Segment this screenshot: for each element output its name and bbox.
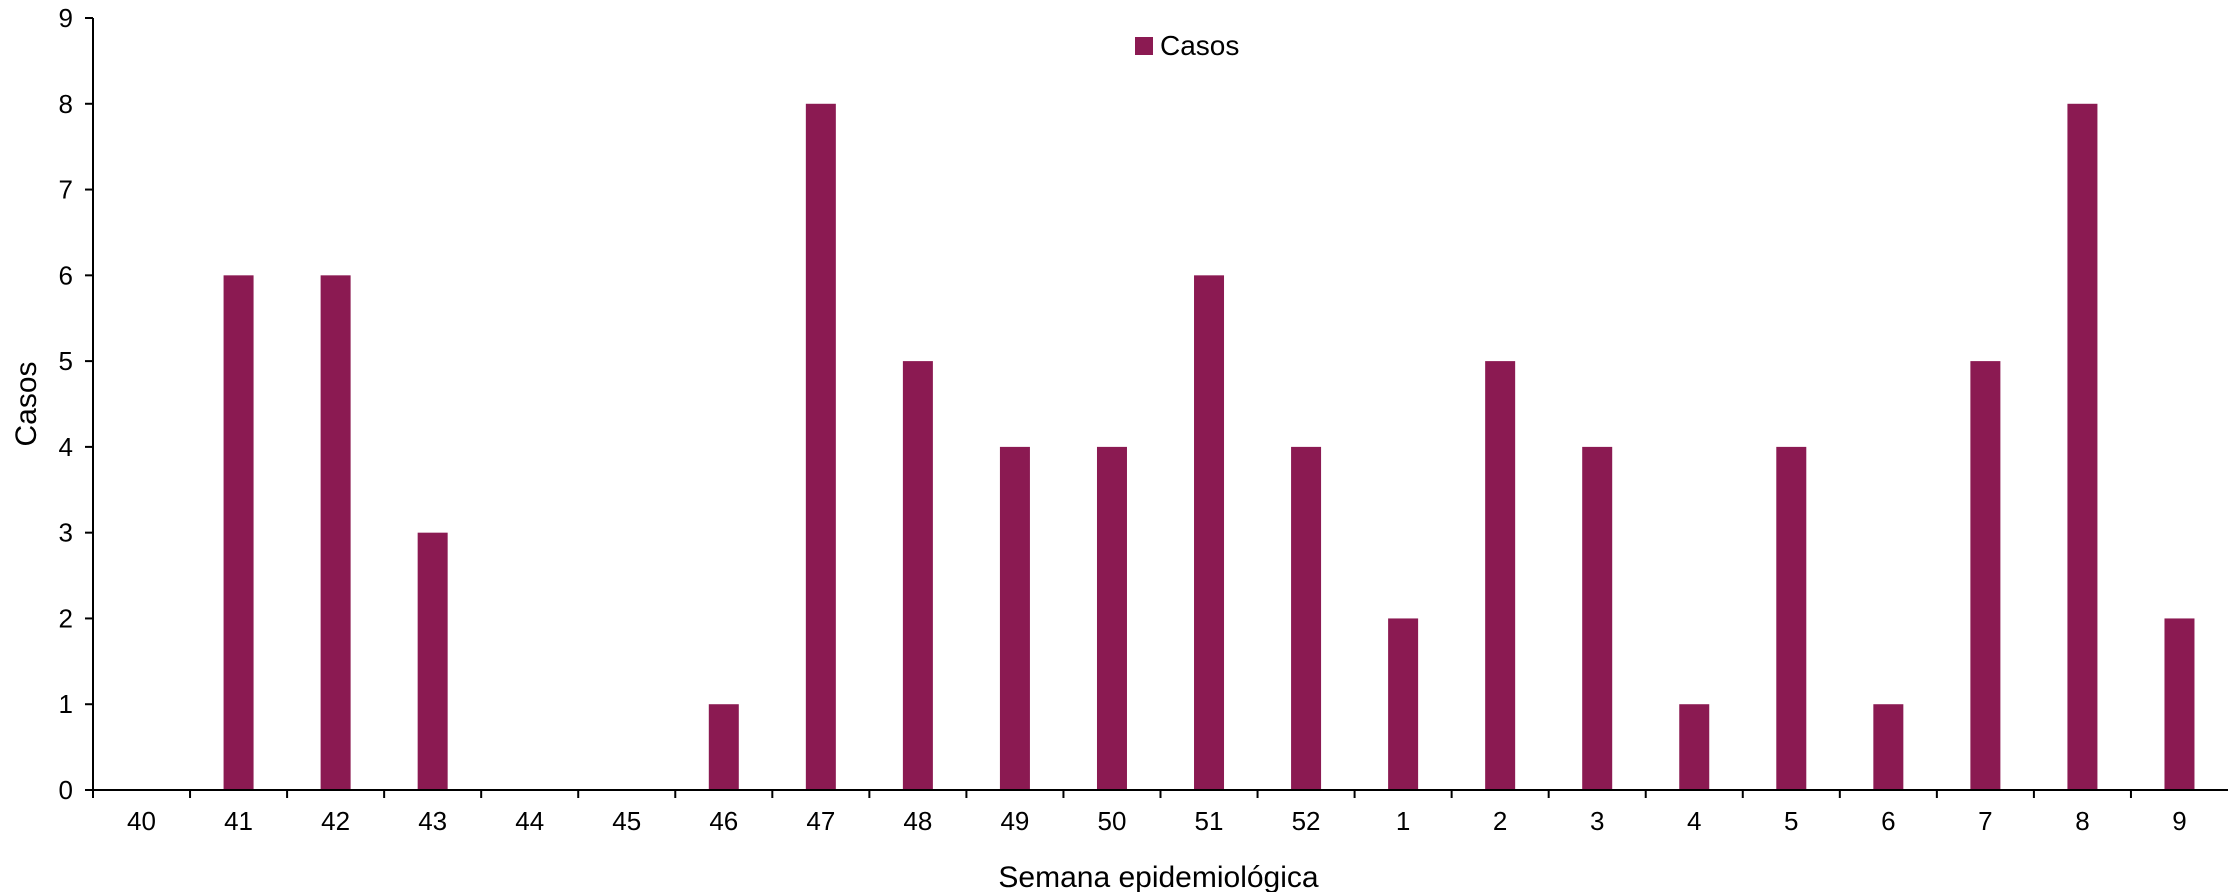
bar-week-2 (1485, 361, 1516, 790)
bar-week-49 (999, 446, 1030, 790)
x-tick-label: 4 (1687, 806, 1701, 836)
bar-week-4 (1679, 704, 1710, 790)
y-tick-label: 6 (59, 260, 73, 290)
bars (223, 103, 2195, 791)
x-tick-label: 44 (515, 806, 544, 836)
x-tick-label: 49 (1000, 806, 1029, 836)
x-tick-label: 46 (709, 806, 738, 836)
legend-swatch-casos (1135, 37, 1153, 55)
x-tick-label: 2 (1493, 806, 1507, 836)
bar-week-3 (1582, 446, 1613, 790)
y-tick-label: 8 (59, 89, 73, 119)
bar-week-43 (417, 532, 448, 790)
x-tick-label: 50 (1098, 806, 1127, 836)
bar-week-50 (1096, 446, 1127, 790)
y-axis-title: Casos (10, 361, 43, 446)
bar-week-6 (1873, 704, 1904, 790)
x-tick-label: 7 (1978, 806, 1992, 836)
bar-week-52 (1291, 446, 1322, 790)
x-axis-ticks: 40 41 42 43 44 45 46 47 48 49 50 51 52 1 2 3 4 5 6 7 8 9 (92, 790, 2187, 836)
x-tick-label: 47 (806, 806, 835, 836)
bar-week-51 (1194, 275, 1225, 790)
y-tick-label: 7 (59, 175, 73, 205)
x-tick-label: 8 (2075, 806, 2089, 836)
y-tick-label: 4 (59, 432, 73, 462)
y-tick-label: 5 (59, 346, 73, 376)
x-tick-label: 9 (2172, 806, 2186, 836)
bar-week-46 (708, 704, 739, 790)
x-tick-label: 3 (1590, 806, 1604, 836)
legend-label-casos: Casos (1160, 30, 1239, 61)
x-tick-label: 43 (418, 806, 447, 836)
x-axis-title: Semana epidemiológica (998, 861, 1319, 892)
y-tick-label: 3 (59, 518, 73, 548)
x-tick-label: 51 (1195, 806, 1224, 836)
bar-week-47 (805, 103, 836, 791)
y-tick-label: 2 (59, 603, 73, 633)
x-tick-label: 42 (321, 806, 350, 836)
x-tick-label: 41 (224, 806, 253, 836)
y-tick-label: 0 (59, 775, 73, 805)
bar-week-8 (2067, 103, 2098, 791)
legend: Casos (1135, 30, 1239, 61)
bar-week-48 (902, 361, 933, 790)
y-tick-label: 1 (59, 689, 73, 719)
bar-week-9 (2164, 618, 2195, 790)
x-tick-label: 6 (1881, 806, 1895, 836)
bar-week-42 (320, 275, 351, 790)
x-tick-label: 52 (1292, 806, 1321, 836)
x-tick-label: 5 (1784, 806, 1798, 836)
bar-week-41 (223, 275, 254, 790)
x-tick-label: 40 (127, 806, 156, 836)
y-axis-ticks: 0 1 2 3 4 5 6 7 8 9 (59, 3, 93, 805)
x-tick-label: 1 (1396, 806, 1410, 836)
bar-week-7 (1970, 361, 2001, 790)
bar-week-1 (1388, 618, 1419, 790)
x-tick-label: 48 (903, 806, 932, 836)
x-tick-label: 45 (612, 806, 641, 836)
bar-week-5 (1776, 446, 1807, 790)
y-tick-label: 9 (59, 3, 73, 33)
